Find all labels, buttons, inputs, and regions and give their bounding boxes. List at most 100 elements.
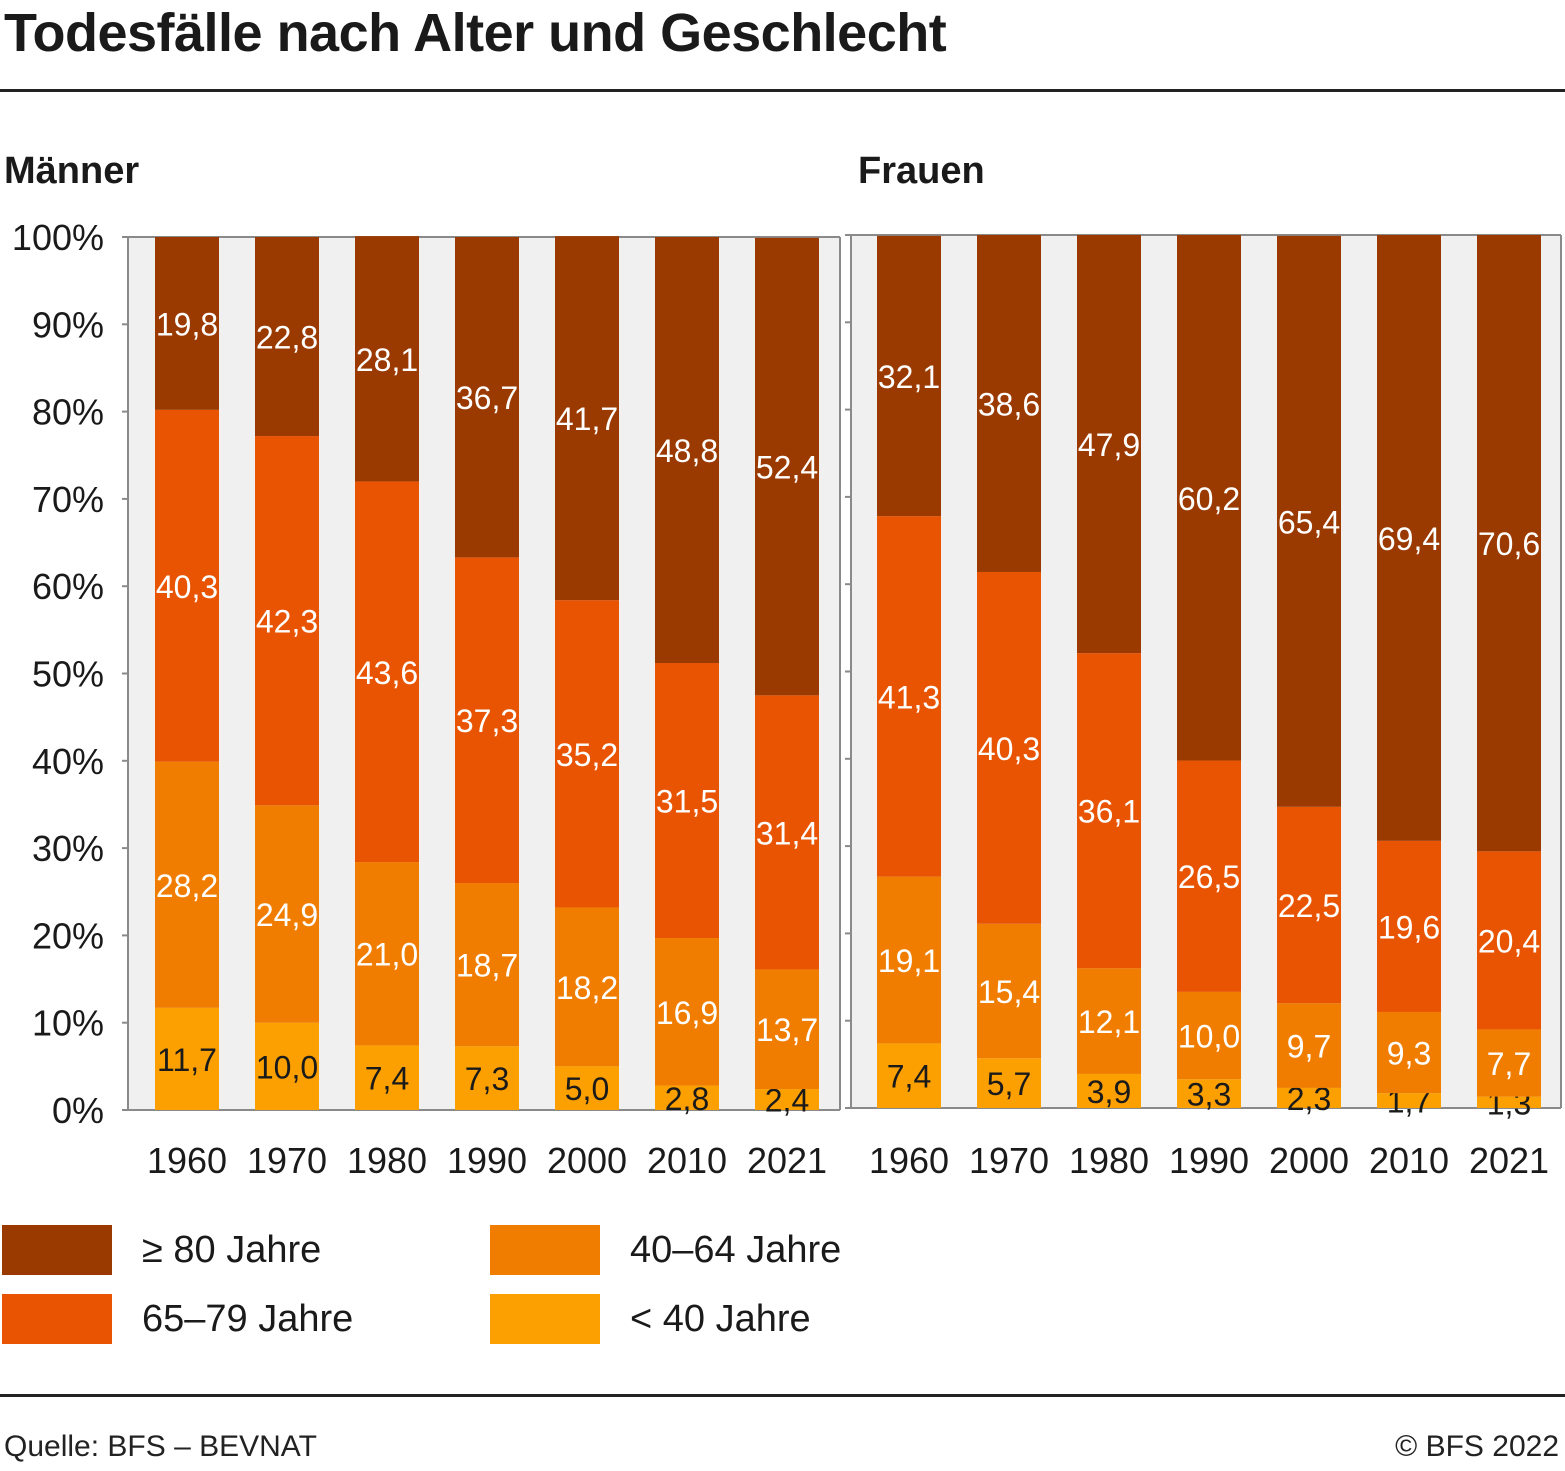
x-tick-label: 1960 xyxy=(869,1140,949,1181)
bar-segment xyxy=(155,237,219,410)
data-label: 40,3 xyxy=(978,731,1040,767)
data-label: 21,0 xyxy=(356,937,418,973)
data-label: 19,1 xyxy=(878,943,940,979)
data-label: 31,4 xyxy=(756,815,818,851)
legend-label: ≥ 80 Jahre xyxy=(142,1228,322,1271)
x-tick-label: 1990 xyxy=(1169,1140,1249,1181)
data-label: 28,2 xyxy=(156,868,218,904)
panel-title-maenner: Männer xyxy=(4,150,140,192)
bar-segment xyxy=(455,237,519,558)
data-label: 11,7 xyxy=(157,1042,217,1078)
bar-segment xyxy=(877,876,941,1044)
y-tick-label: 30% xyxy=(32,828,104,869)
bar-segment xyxy=(655,938,719,1086)
data-label: 16,9 xyxy=(656,995,718,1031)
bar-segment xyxy=(1177,760,1241,992)
x-tick-label: 2000 xyxy=(1269,1140,1349,1181)
bar-segment xyxy=(977,923,1041,1059)
bar-segment xyxy=(155,761,219,1008)
x-tick-label: 1980 xyxy=(347,1140,427,1181)
data-label: 22,8 xyxy=(256,320,318,356)
bar-segment xyxy=(355,236,419,482)
bottom-rule xyxy=(0,1394,1565,1397)
y-tick-label: 60% xyxy=(32,566,104,607)
legend-label: 65–79 Jahre xyxy=(142,1297,354,1340)
bar-segment xyxy=(1477,1029,1541,1097)
data-label: 28,1 xyxy=(356,342,418,378)
data-label: 9,7 xyxy=(1287,1029,1331,1065)
data-label: 26,5 xyxy=(1178,859,1240,895)
data-label: 35,2 xyxy=(556,737,618,773)
data-label: 7,3 xyxy=(465,1061,509,1097)
bar-segment xyxy=(877,1043,941,1108)
source-note: Quelle: BFS – BEVNAT xyxy=(4,1430,317,1463)
data-label: 22,5 xyxy=(1278,888,1340,924)
data-label: 19,6 xyxy=(1378,909,1440,945)
bar-segment xyxy=(1077,235,1141,654)
data-label: 12,1 xyxy=(1078,1004,1140,1040)
bar-segment xyxy=(1277,806,1341,1004)
data-label: 2,8 xyxy=(665,1081,709,1117)
legend-item-40to64: 40–64 Jahre xyxy=(490,1225,841,1275)
bar-segment xyxy=(1477,235,1541,852)
x-tick-label: 2000 xyxy=(547,1140,627,1181)
bar-segment xyxy=(655,663,719,939)
x-tick-label: 1980 xyxy=(1069,1140,1149,1181)
bar-segment xyxy=(977,1058,1041,1108)
x-tick-label: 1970 xyxy=(247,1140,327,1181)
stacked-bar-charts: 0% 10% 20% 30% 40% 50% 60% 70% 80% 90% 100% 11,7 28,… xyxy=(12,217,1562,1181)
y-tick-label: 90% xyxy=(32,304,104,345)
bar-segment xyxy=(1077,1073,1141,1108)
data-label: 69,4 xyxy=(1378,521,1440,557)
bar-segment xyxy=(1277,1003,1341,1088)
bar-segment xyxy=(655,237,719,664)
data-label: 10,0 xyxy=(256,1049,318,1085)
data-label: 18,2 xyxy=(556,970,618,1006)
bar-segment xyxy=(655,1085,719,1110)
data-label: 9,3 xyxy=(1387,1036,1431,1072)
data-label: 47,9 xyxy=(1078,427,1140,463)
bar-segment xyxy=(455,1046,519,1110)
y-tick-label: 100% xyxy=(12,217,104,258)
data-label: 5,7 xyxy=(987,1066,1031,1102)
data-label: 52,4 xyxy=(756,450,818,486)
x-tick-label: 1990 xyxy=(447,1140,527,1181)
y-tick-label: 0% xyxy=(52,1090,104,1131)
x-tick-label: 2021 xyxy=(1469,1140,1549,1181)
bar-segment xyxy=(1477,851,1541,1030)
y-tick-label: 10% xyxy=(32,1003,104,1044)
bar-segment xyxy=(977,571,1041,924)
bar-segment xyxy=(555,907,619,1067)
data-label: 20,4 xyxy=(1478,923,1540,959)
bar-segment xyxy=(455,557,519,884)
x-tick-label: 2010 xyxy=(1369,1140,1449,1181)
legend-swatch xyxy=(2,1225,112,1275)
data-label: 31,5 xyxy=(656,784,718,820)
data-label: 7,7 xyxy=(1487,1046,1531,1082)
bar-segment xyxy=(555,1066,619,1110)
bar-segment xyxy=(155,1007,219,1110)
bar-segment xyxy=(355,1045,419,1110)
copyright-note: © BFS 2022 xyxy=(1395,1430,1559,1463)
data-label: 65,4 xyxy=(1278,504,1340,540)
x-tick-label: 2010 xyxy=(647,1140,727,1181)
legend-label: 40–64 Jahre xyxy=(630,1228,842,1271)
data-label: 36,7 xyxy=(456,380,518,416)
y-tick-label: 50% xyxy=(32,654,104,695)
data-label: 3,9 xyxy=(1087,1074,1131,1110)
bar-segment xyxy=(1077,968,1141,1074)
data-label: 42,3 xyxy=(256,604,318,640)
bar-segment xyxy=(455,883,519,1047)
data-label: 41,7 xyxy=(556,401,618,437)
data-label: 10,0 xyxy=(1178,1019,1240,1055)
bar-segment xyxy=(877,516,941,877)
bar-segment xyxy=(1177,1079,1241,1108)
legend-item-80plus: ≥ 80 Jahre xyxy=(2,1225,321,1275)
bar-segment xyxy=(1277,1087,1341,1108)
bar-segment xyxy=(155,409,219,762)
bar-segment xyxy=(1177,235,1241,761)
data-label: 3,3 xyxy=(1187,1077,1231,1113)
panel-title-frauen: Frauen xyxy=(858,150,985,192)
bar-segment xyxy=(755,695,819,970)
bar-segment xyxy=(877,235,941,517)
